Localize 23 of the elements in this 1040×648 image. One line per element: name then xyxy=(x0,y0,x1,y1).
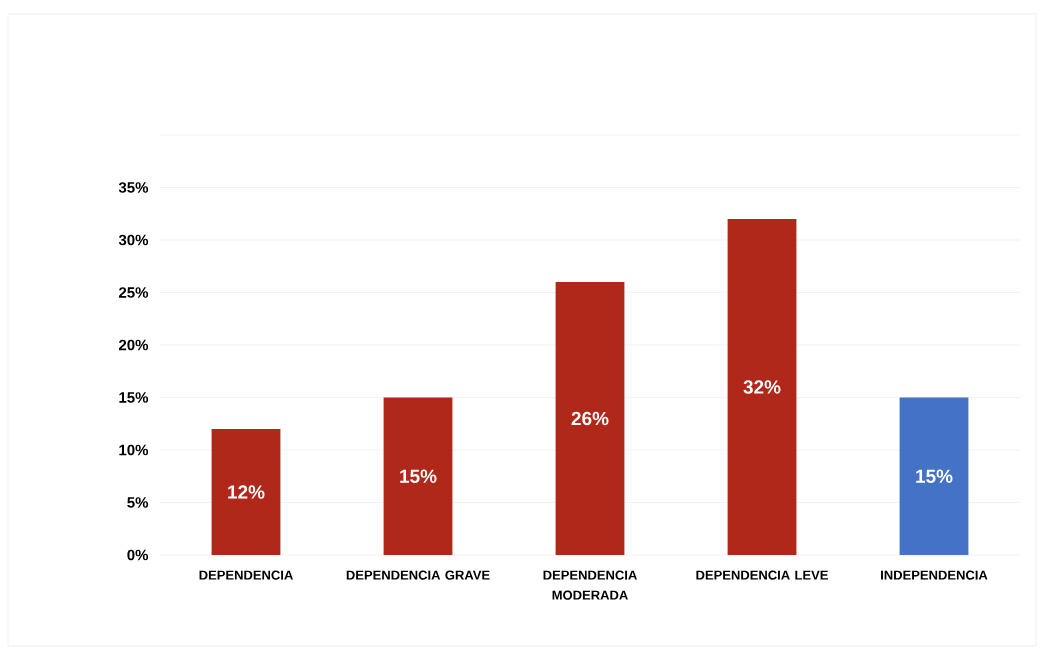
x-tick-label: INDEPENDENCIA xyxy=(881,570,988,580)
x-tick-label: DEPENDENCIA GRAVE xyxy=(346,570,490,580)
data-label: 15% xyxy=(400,469,437,483)
bar xyxy=(211,429,281,555)
x-tick-label: DEPENDENCIA LEVE xyxy=(696,570,828,580)
y-tick-label: 15% xyxy=(119,392,149,403)
data-label: 12% xyxy=(228,485,265,499)
x-tick-label: DEPENDENCIA xyxy=(199,570,293,580)
y-tick-label: 30% xyxy=(118,234,149,246)
y-tick-label: 25% xyxy=(118,287,149,298)
bar xyxy=(555,282,625,555)
y-tick-label: 0% xyxy=(127,549,149,561)
bar xyxy=(383,397,453,555)
bar xyxy=(899,397,969,555)
data-label: 15% xyxy=(916,469,953,483)
y-tick-label: 10% xyxy=(119,444,149,456)
data-label: 32% xyxy=(743,380,781,394)
y-tick-label: 35% xyxy=(118,182,149,193)
x-tick-label: DEPENDENCIA MODERADA xyxy=(543,570,637,600)
data-label: 26% xyxy=(571,411,609,426)
bar xyxy=(727,219,797,555)
y-tick-label: 5% xyxy=(127,497,149,508)
y-tick-label: 20% xyxy=(118,339,149,351)
